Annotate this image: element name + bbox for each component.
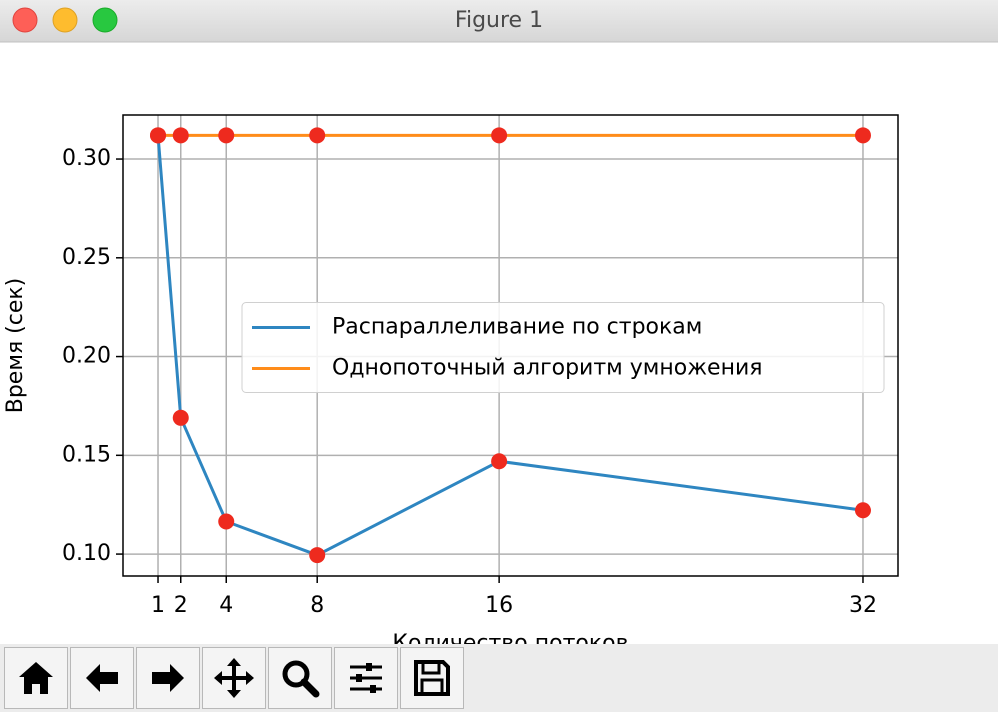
data-point xyxy=(172,127,189,144)
data-point xyxy=(309,127,326,144)
toolbar xyxy=(0,644,998,712)
home-button[interactable] xyxy=(4,647,68,709)
y-axis-label: Время (сек) xyxy=(3,278,28,414)
x-tick-label: 32 xyxy=(849,593,877,618)
data-point xyxy=(218,127,235,144)
data-point xyxy=(309,547,326,564)
plot-frame xyxy=(122,114,899,577)
zoom-tool-button[interactable] xyxy=(268,647,332,709)
x-tick-label: 2 xyxy=(174,593,188,618)
minimize-button[interactable] xyxy=(52,7,78,33)
data-point xyxy=(854,127,871,144)
subplots-icon xyxy=(350,663,382,693)
x-tick-label: 8 xyxy=(310,593,324,618)
window-title: Figure 1 xyxy=(455,8,543,33)
zoom-icon xyxy=(282,660,320,698)
legend-label: Распараллеливание по строкам xyxy=(332,315,702,340)
zoom-button[interactable] xyxy=(92,7,118,33)
y-tick-label: 0.20 xyxy=(62,344,111,369)
data-point xyxy=(854,502,871,519)
data-point xyxy=(491,453,508,470)
x-tick-label: 16 xyxy=(485,593,513,618)
forward-icon xyxy=(152,664,184,692)
x-tick-label: 4 xyxy=(219,593,233,618)
data-point xyxy=(150,127,167,144)
title-bar xyxy=(0,0,998,42)
subplots-button[interactable] xyxy=(334,647,398,709)
y-tick-label: 0.15 xyxy=(62,442,111,467)
legend-box xyxy=(241,302,885,393)
pan-button[interactable] xyxy=(202,647,266,709)
home-icon xyxy=(19,662,53,694)
y-tick-label: 0.10 xyxy=(62,541,111,566)
legend-label: Однопоточный алгоритм умножения xyxy=(332,356,763,381)
back-icon xyxy=(86,664,118,692)
save-icon xyxy=(414,660,450,696)
x-tick-label: 1 xyxy=(151,593,165,618)
series-line xyxy=(156,135,864,557)
legend: Распараллеливание по строкам Однопоточный… xyxy=(241,302,885,393)
pan-icon xyxy=(214,658,254,698)
data-point xyxy=(218,513,235,530)
data-point xyxy=(491,127,508,144)
data-point xyxy=(172,409,189,426)
back-button[interactable] xyxy=(70,647,134,709)
close-button[interactable] xyxy=(12,7,38,33)
y-tick-label: 0.25 xyxy=(62,245,111,270)
save-button[interactable] xyxy=(400,647,464,709)
y-tick-label: 0.30 xyxy=(62,146,111,171)
forward-button[interactable] xyxy=(136,647,200,709)
